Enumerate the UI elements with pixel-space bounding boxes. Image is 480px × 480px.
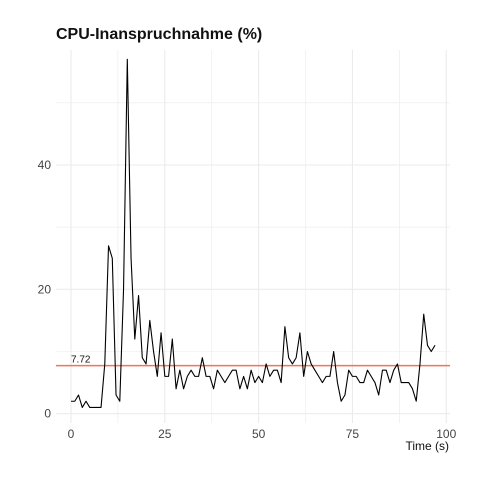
y-tick-label: 40	[38, 158, 52, 172]
y-tick-label: 0	[44, 407, 51, 421]
cpu-usage-series-line	[71, 58, 436, 409]
x-tick-label: 50	[252, 427, 266, 441]
chart-title: CPU-Inanspruchnahme (%)	[56, 26, 263, 43]
x-axis-title: Time (s)	[405, 439, 449, 453]
x-tick-label: 75	[346, 427, 360, 441]
y-tick-label: 20	[38, 282, 52, 296]
x-tick-label: 100	[436, 427, 456, 441]
x-tick-label: 25	[158, 427, 172, 441]
mean-reference-label: 7.72	[71, 355, 91, 366]
x-tick-label: 0	[68, 427, 75, 441]
